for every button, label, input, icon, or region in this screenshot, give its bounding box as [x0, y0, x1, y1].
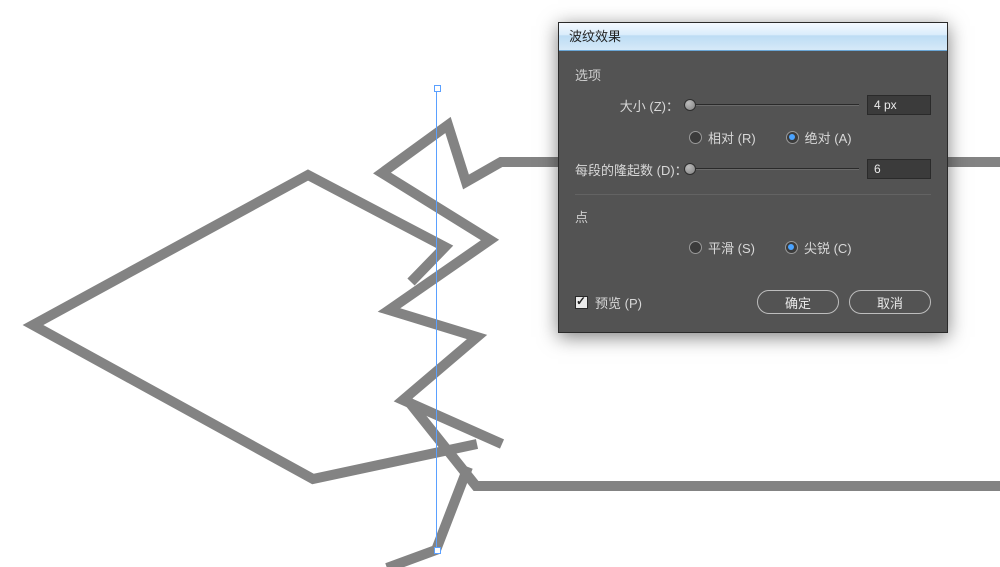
preview-label: 预览 (P) [595, 293, 642, 312]
radio-icon [689, 241, 702, 254]
radio-icon [689, 131, 702, 144]
dialog-titlebar[interactable]: 波纹效果 [559, 23, 947, 51]
cancel-button[interactable]: 取消 [849, 290, 931, 314]
ridges-slider[interactable] [687, 161, 859, 177]
point-sharp-radio[interactable]: 尖锐 (C) [785, 238, 852, 257]
options-group-label: 选项 [575, 65, 931, 84]
selection-bounding-line [436, 88, 437, 551]
ripple-effect-dialog: 波纹效果 选项 大小 (Z)： 相对 (R) 绝对 (A) 每段的隆起数 (D)… [558, 22, 948, 333]
checkbox-icon [575, 296, 588, 309]
group-divider [575, 194, 931, 195]
selection-handle-bottom[interactable] [434, 547, 441, 554]
mode-absolute-radio[interactable]: 绝对 (A) [786, 128, 852, 147]
ok-button[interactable]: 确定 [757, 290, 839, 314]
point-sharp-label: 尖锐 (C) [804, 238, 852, 257]
ridges-input[interactable] [867, 159, 931, 179]
radio-icon [785, 241, 798, 254]
radio-icon [786, 131, 799, 144]
point-smooth-radio[interactable]: 平滑 (S) [689, 238, 755, 257]
selection-handle-top[interactable] [434, 85, 441, 92]
point-smooth-label: 平滑 (S) [708, 238, 755, 257]
point-group-label: 点 [575, 207, 931, 226]
mode-absolute-label: 绝对 (A) [805, 128, 852, 147]
ridges-label: 每段的隆起数 (D)： [575, 160, 687, 179]
mode-relative-label: 相对 (R) [708, 128, 756, 147]
size-slider[interactable] [687, 97, 859, 113]
size-label: 大小 (Z)： [575, 96, 687, 115]
size-input[interactable] [867, 95, 931, 115]
mode-relative-radio[interactable]: 相对 (R) [689, 128, 756, 147]
dialog-title: 波纹效果 [569, 29, 621, 44]
preview-checkbox[interactable]: 预览 (P) [575, 293, 642, 312]
